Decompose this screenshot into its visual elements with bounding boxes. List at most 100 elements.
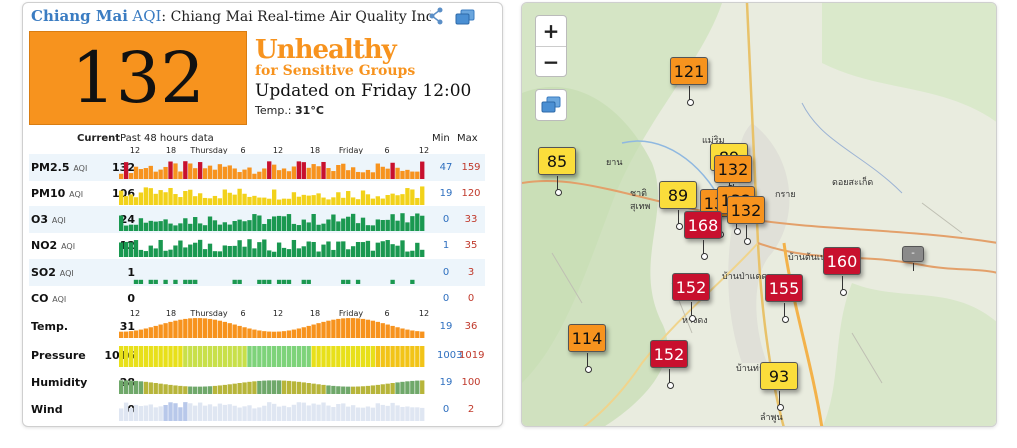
- station-marker[interactable]: 168: [684, 211, 722, 260]
- sparkline-bar: [143, 381, 149, 394]
- sparkline-bar: [138, 329, 144, 338]
- sparkline-bar: [242, 221, 247, 231]
- history-sparkline[interactable]: [119, 208, 425, 231]
- zoom-in-button[interactable]: +: [542, 19, 560, 43]
- station-marker[interactable]: 132: [727, 196, 765, 245]
- history-header: Past 48 hours data: [120, 133, 214, 144]
- time-label: 12: [129, 146, 141, 155]
- sparkline-bar: [217, 385, 223, 394]
- sparkline-bar: [281, 279, 287, 284]
- sparkline-bar: [262, 279, 267, 284]
- aqi-status: Unhealthy for Sensitive Groups: [255, 37, 415, 78]
- station-marker[interactable]: 93: [760, 362, 798, 411]
- sparkline-bar: [227, 165, 232, 179]
- sparkline-bar: [331, 214, 336, 231]
- station-marker[interactable]: 114: [568, 324, 606, 373]
- sparkline-bar: [158, 324, 163, 338]
- sparkline-bar: [385, 168, 390, 179]
- sparkline-bar: [242, 406, 247, 421]
- share-icon[interactable]: [428, 7, 444, 25]
- sparkline-bar: [291, 404, 297, 421]
- sparkline-bar: [375, 384, 380, 394]
- table-row: PM2.5 AQI 132 47 159: [29, 154, 485, 181]
- sparkline-bar: [217, 320, 223, 338]
- sparkline-bar: [400, 240, 405, 257]
- sparkline-bar: [331, 385, 336, 394]
- sparkline-bar: [286, 380, 292, 394]
- history-sparkline[interactable]: [119, 344, 425, 367]
- sparkline-bar: [420, 346, 425, 367]
- history-sparkline[interactable]: [119, 371, 425, 394]
- station-marker[interactable]: 121: [670, 57, 708, 106]
- sparkline-bar: [272, 380, 277, 394]
- map-panel[interactable]: แม่ริม ยาน กราย ดอยสะเก็ด ชาติ สุเทพ บ้า…: [521, 2, 997, 427]
- sparkline-bar: [183, 318, 188, 338]
- history-sparkline[interactable]: [119, 261, 425, 284]
- sparkline-bar: [188, 189, 193, 205]
- windows-icon[interactable]: [455, 9, 475, 25]
- sparkline-bar: [178, 223, 183, 231]
- sparkline-bar: [390, 383, 395, 394]
- layers-button[interactable]: [535, 89, 567, 121]
- table-row: O3 AQI 24 0 33: [29, 206, 485, 233]
- map-label: ดอยสะเก็ด: [832, 178, 874, 188]
- sparkline-bar: [222, 245, 227, 257]
- row-min: 47: [439, 162, 453, 173]
- sparkline-bar: [296, 381, 302, 394]
- sparkline-bar: [276, 279, 282, 284]
- sparkline-bar: [193, 242, 198, 257]
- sparkline-bar: [390, 162, 395, 179]
- sparkline-bar: [123, 402, 129, 421]
- station-marker-offline[interactable]: -: [902, 246, 924, 271]
- sparkline-bar: [336, 386, 341, 394]
- sparkline-bar: [306, 195, 311, 205]
- zoom-out-button[interactable]: −: [536, 46, 566, 76]
- table-row: NO2 AQI12135: [29, 232, 485, 259]
- sparkline-bar: [346, 170, 351, 179]
- sparkline-bar: [188, 279, 193, 284]
- sparkline-bar: [306, 383, 311, 394]
- history-sparkline[interactable]: [119, 156, 425, 179]
- sparkline-bar: [237, 325, 242, 338]
- sparkline-bar: [395, 195, 400, 205]
- city-link[interactable]: Chiang Mai: [31, 7, 128, 25]
- sparkline-bar: [390, 402, 395, 421]
- time-label: 12: [272, 146, 284, 155]
- sparkline-bar: [212, 220, 218, 231]
- sparkline-bar: [138, 346, 144, 367]
- sparkline-bar: [207, 346, 213, 367]
- sparkline-bar: [380, 198, 385, 205]
- history-sparkline[interactable]: [119, 234, 425, 257]
- history-sparkline[interactable]: [119, 287, 425, 310]
- history-sparkline[interactable]: [119, 182, 425, 205]
- sparkline-bar: [420, 380, 425, 394]
- sparkline-bar: [370, 250, 376, 257]
- sparkline-bar: [331, 407, 336, 421]
- sparkline-bar: [311, 213, 316, 231]
- sparkline-bar: [178, 346, 183, 367]
- history-sparkline[interactable]: [119, 398, 425, 421]
- sparkline-bar: [281, 405, 287, 421]
- sparkline-bar: [242, 327, 247, 338]
- sparkline-bar: [321, 346, 326, 367]
- sparkline-bar: [336, 318, 341, 338]
- sparkline-bar: [365, 406, 371, 421]
- station-marker[interactable]: 89: [659, 181, 697, 230]
- station-marker[interactable]: 155: [765, 274, 803, 323]
- sparkline-bar: [247, 196, 252, 205]
- station-marker[interactable]: 132: [714, 155, 752, 204]
- station-marker[interactable]: 85: [538, 147, 576, 196]
- station-marker[interactable]: 152: [650, 340, 688, 389]
- sparkline-bar: [400, 346, 405, 367]
- station-marker[interactable]: 152: [672, 273, 710, 322]
- sparkline-bar: [286, 214, 292, 231]
- station-marker[interactable]: 160: [823, 247, 861, 296]
- sparkline-bar: [346, 318, 351, 338]
- sparkline-bar: [143, 187, 149, 205]
- history-sparkline[interactable]: [119, 315, 425, 338]
- sparkline-bar: [168, 321, 173, 338]
- sparkline-bar: [390, 214, 395, 231]
- sparkline-bar: [341, 346, 346, 367]
- sparkline-bar: [133, 279, 139, 284]
- map-label: ยาน: [606, 158, 623, 168]
